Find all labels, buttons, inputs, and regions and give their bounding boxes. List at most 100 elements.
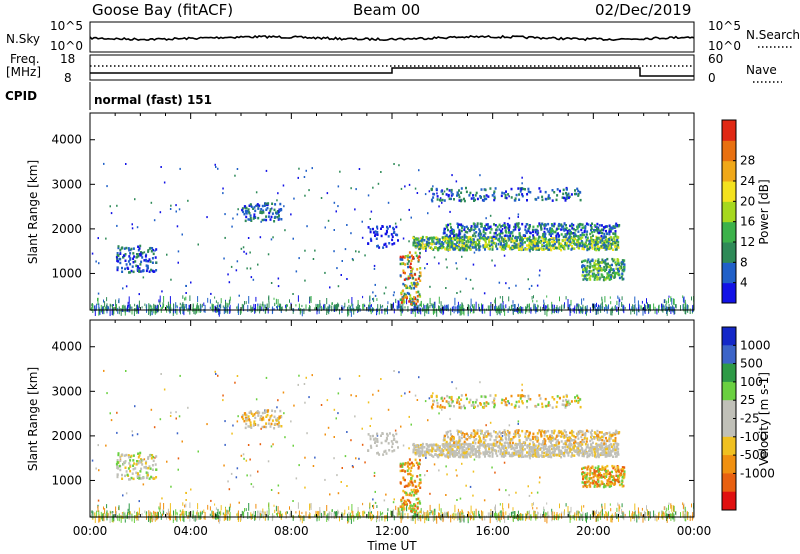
power-cell bbox=[128, 304, 130, 308]
velocity-cell bbox=[255, 511, 256, 517]
power-cell bbox=[498, 223, 501, 227]
velocity-cell bbox=[249, 421, 252, 424]
velocity-cell bbox=[577, 510, 579, 518]
power-cell bbox=[276, 210, 279, 213]
power-cell bbox=[500, 236, 503, 239]
velocity-cell bbox=[455, 513, 457, 519]
power-cell bbox=[510, 230, 513, 234]
power-cell bbox=[514, 225, 517, 229]
power-cell bbox=[561, 196, 564, 199]
velocity-cell bbox=[224, 512, 226, 520]
power-cell bbox=[560, 244, 563, 248]
power-cell bbox=[258, 204, 261, 207]
power-cell bbox=[537, 231, 540, 235]
power-cell bbox=[261, 303, 263, 307]
power-cell bbox=[611, 271, 614, 275]
power-cell bbox=[428, 190, 431, 193]
power-cell bbox=[272, 236, 274, 239]
power-cell bbox=[162, 302, 164, 307]
power-cell bbox=[517, 215, 519, 218]
power-cell bbox=[541, 198, 544, 202]
velocity-cell bbox=[170, 485, 172, 488]
velocity-cell bbox=[243, 412, 246, 415]
power-cell bbox=[501, 231, 504, 235]
power-cell bbox=[612, 248, 614, 251]
velocity-cell bbox=[457, 512, 458, 521]
power-cell bbox=[423, 305, 425, 309]
velocity-cell bbox=[148, 515, 150, 522]
power-cell bbox=[475, 248, 478, 251]
power-cell bbox=[668, 304, 670, 308]
power-cell bbox=[533, 242, 536, 245]
power-cell bbox=[544, 223, 547, 226]
velocity-cell bbox=[473, 458, 476, 461]
velocity-cell bbox=[197, 450, 199, 453]
power-cell bbox=[552, 224, 555, 228]
velocity-cell bbox=[408, 507, 411, 510]
power-cell bbox=[570, 308, 572, 313]
velocity-cell bbox=[489, 515, 491, 524]
velocity-cell bbox=[666, 516, 668, 523]
power-cell bbox=[447, 244, 450, 247]
power-cell bbox=[561, 239, 564, 242]
power-cell bbox=[568, 304, 570, 310]
power-cell bbox=[410, 302, 413, 306]
velocity-cell bbox=[230, 472, 233, 475]
power-cell bbox=[362, 303, 364, 310]
power-cell bbox=[501, 245, 504, 249]
power-cell bbox=[583, 233, 586, 237]
power-cell bbox=[608, 230, 611, 233]
power-cell bbox=[614, 245, 617, 248]
power-cell bbox=[531, 239, 534, 243]
velocity-cell bbox=[400, 425, 402, 428]
velocity-cell bbox=[161, 497, 163, 500]
power-cell bbox=[424, 308, 426, 317]
velocity-cell bbox=[247, 415, 250, 418]
velocity-cell bbox=[350, 394, 352, 397]
power-cell bbox=[519, 244, 522, 248]
power-cell bbox=[601, 242, 604, 245]
velocity-cell bbox=[402, 462, 405, 465]
power-cell bbox=[428, 246, 431, 249]
velocity-cell bbox=[254, 423, 257, 426]
power-cell bbox=[476, 243, 479, 246]
velocity-cell bbox=[472, 511, 473, 515]
velocity-cell bbox=[240, 454, 243, 457]
velocity-cell bbox=[175, 417, 177, 420]
power-cell bbox=[510, 196, 513, 199]
power-cell bbox=[348, 304, 350, 309]
power-cell bbox=[252, 278, 255, 281]
velocity-cell bbox=[427, 419, 429, 422]
velocity-cell bbox=[390, 510, 392, 516]
power-cell bbox=[350, 187, 352, 190]
velocity-cell bbox=[399, 481, 402, 484]
power-cell bbox=[331, 302, 333, 306]
power-cell bbox=[249, 203, 252, 206]
velocity-cell bbox=[267, 460, 270, 463]
power-cell bbox=[295, 270, 298, 273]
power-cell bbox=[398, 164, 400, 167]
velocity-cell bbox=[461, 512, 463, 515]
power-cell bbox=[563, 244, 565, 248]
velocity-cell bbox=[125, 492, 128, 495]
power-cell bbox=[586, 260, 589, 263]
power-cell bbox=[589, 232, 592, 236]
velocity-cell bbox=[682, 502, 684, 506]
power-cell bbox=[370, 239, 373, 242]
velocity-cell bbox=[537, 511, 539, 520]
colorbar-tick-label: 12 bbox=[740, 235, 755, 249]
power-cell bbox=[488, 238, 491, 242]
velocity-cell bbox=[644, 514, 646, 521]
velocity-cell bbox=[451, 513, 453, 519]
velocity-cell bbox=[106, 510, 108, 514]
power-cell bbox=[487, 225, 490, 229]
velocity-cell bbox=[631, 513, 633, 517]
power-cell bbox=[219, 304, 221, 309]
power-cell bbox=[454, 297, 456, 306]
power-cell bbox=[535, 248, 538, 251]
power-cell bbox=[517, 242, 520, 246]
power-cell bbox=[457, 304, 459, 313]
power-cell bbox=[592, 266, 595, 269]
